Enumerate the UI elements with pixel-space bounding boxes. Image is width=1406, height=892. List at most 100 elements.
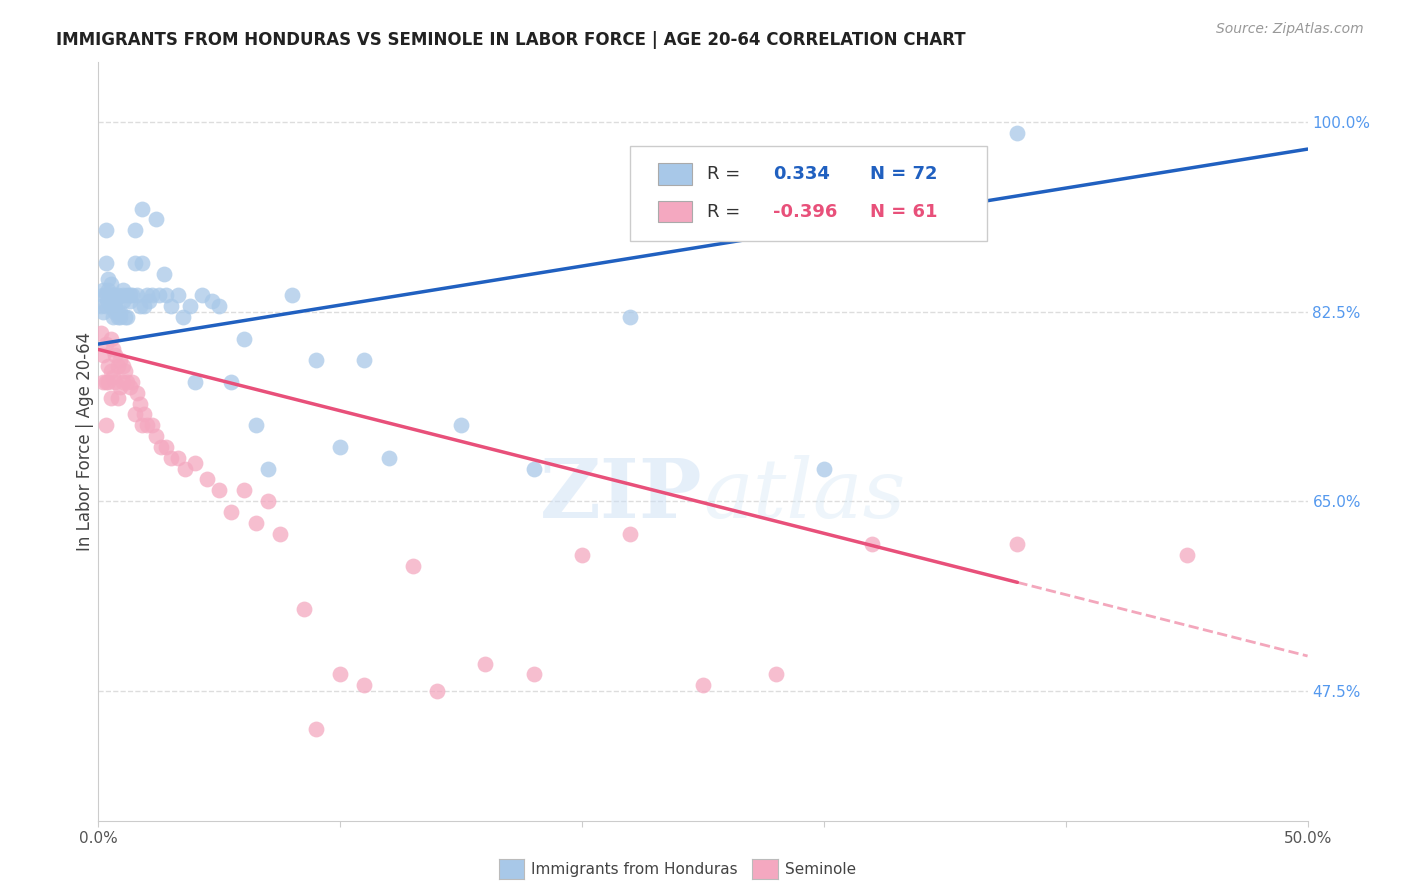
Point [97, 293, 120, 308]
Point [402, 559, 425, 574]
Point [232, 332, 254, 346]
Point [135, 418, 157, 433]
Point [245, 418, 267, 433]
Point [107, 359, 129, 373]
Text: R =: R = [707, 202, 745, 221]
Point [269, 526, 291, 541]
Point [221, 375, 243, 389]
Point [111, 293, 134, 308]
Point [101, 293, 124, 308]
Point [571, 548, 593, 563]
Point [121, 288, 143, 302]
Point [108, 304, 131, 318]
Point [179, 299, 201, 313]
Point [155, 440, 177, 454]
Point [1007, 537, 1029, 551]
Text: Immigrants from Honduras: Immigrants from Honduras [531, 863, 738, 877]
Point [160, 450, 183, 465]
Point [150, 440, 173, 454]
Point [107, 310, 129, 324]
Point [94, 337, 117, 351]
Point [148, 288, 170, 302]
Text: Seminole: Seminole [785, 863, 856, 877]
Point [353, 353, 375, 368]
Point [353, 678, 375, 692]
Text: atlas: atlas [703, 455, 905, 534]
Point [100, 391, 122, 405]
Point [100, 332, 122, 346]
Point [232, 483, 254, 498]
Point [172, 310, 194, 324]
Point [101, 369, 124, 384]
Point [101, 310, 124, 324]
Point [104, 293, 127, 308]
Point [127, 385, 149, 400]
FancyBboxPatch shape [658, 202, 692, 222]
Text: 0.334: 0.334 [773, 165, 830, 183]
Point [97, 283, 120, 297]
Text: N = 61: N = 61 [870, 202, 938, 221]
Point [141, 288, 163, 302]
Point [124, 223, 146, 237]
Point [134, 408, 156, 422]
Point [160, 299, 183, 313]
Point [104, 375, 127, 389]
Point [108, 353, 131, 368]
Point [111, 359, 134, 373]
Point [94, 288, 117, 302]
Point [94, 418, 117, 433]
Point [329, 440, 352, 454]
Point [145, 429, 167, 443]
Point [131, 202, 153, 216]
Point [90, 326, 112, 341]
Point [107, 288, 129, 302]
Point [141, 418, 163, 433]
Point [619, 310, 641, 324]
Point [131, 418, 153, 433]
Point [97, 359, 120, 373]
Point [474, 657, 496, 671]
Point [208, 299, 231, 313]
Text: IMMIGRANTS FROM HONDURAS VS SEMINOLE IN LABOR FORCE | AGE 20-64 CORRELATION CHAR: IMMIGRANTS FROM HONDURAS VS SEMINOLE IN … [56, 31, 966, 49]
Y-axis label: In Labor Force | Age 20-64: In Labor Force | Age 20-64 [76, 332, 94, 551]
Point [94, 299, 117, 313]
Point [426, 683, 449, 698]
Point [118, 288, 141, 302]
Point [111, 375, 134, 389]
Point [107, 391, 129, 405]
Point [100, 299, 122, 313]
Point [128, 299, 150, 313]
Point [107, 304, 129, 318]
Point [152, 267, 174, 281]
Point [108, 310, 131, 324]
Point [94, 223, 117, 237]
Point [117, 288, 139, 302]
Point [256, 461, 278, 475]
Point [111, 283, 134, 297]
Point [281, 288, 304, 302]
Point [619, 526, 641, 541]
Point [305, 353, 328, 368]
Point [104, 304, 127, 318]
Text: N = 72: N = 72 [870, 165, 938, 183]
Point [128, 396, 150, 410]
Point [245, 516, 267, 530]
Point [91, 348, 114, 362]
Point [377, 450, 399, 465]
Point [118, 380, 141, 394]
Point [121, 375, 143, 389]
Point [94, 256, 117, 270]
Point [523, 667, 546, 681]
Point [167, 288, 190, 302]
Point [101, 288, 124, 302]
Point [292, 602, 315, 616]
Point [523, 461, 546, 475]
Point [91, 375, 114, 389]
FancyBboxPatch shape [658, 163, 692, 185]
Point [1007, 126, 1029, 140]
Point [100, 288, 122, 302]
Point [208, 483, 231, 498]
Point [256, 494, 278, 508]
Point [138, 293, 160, 308]
Point [108, 380, 131, 394]
